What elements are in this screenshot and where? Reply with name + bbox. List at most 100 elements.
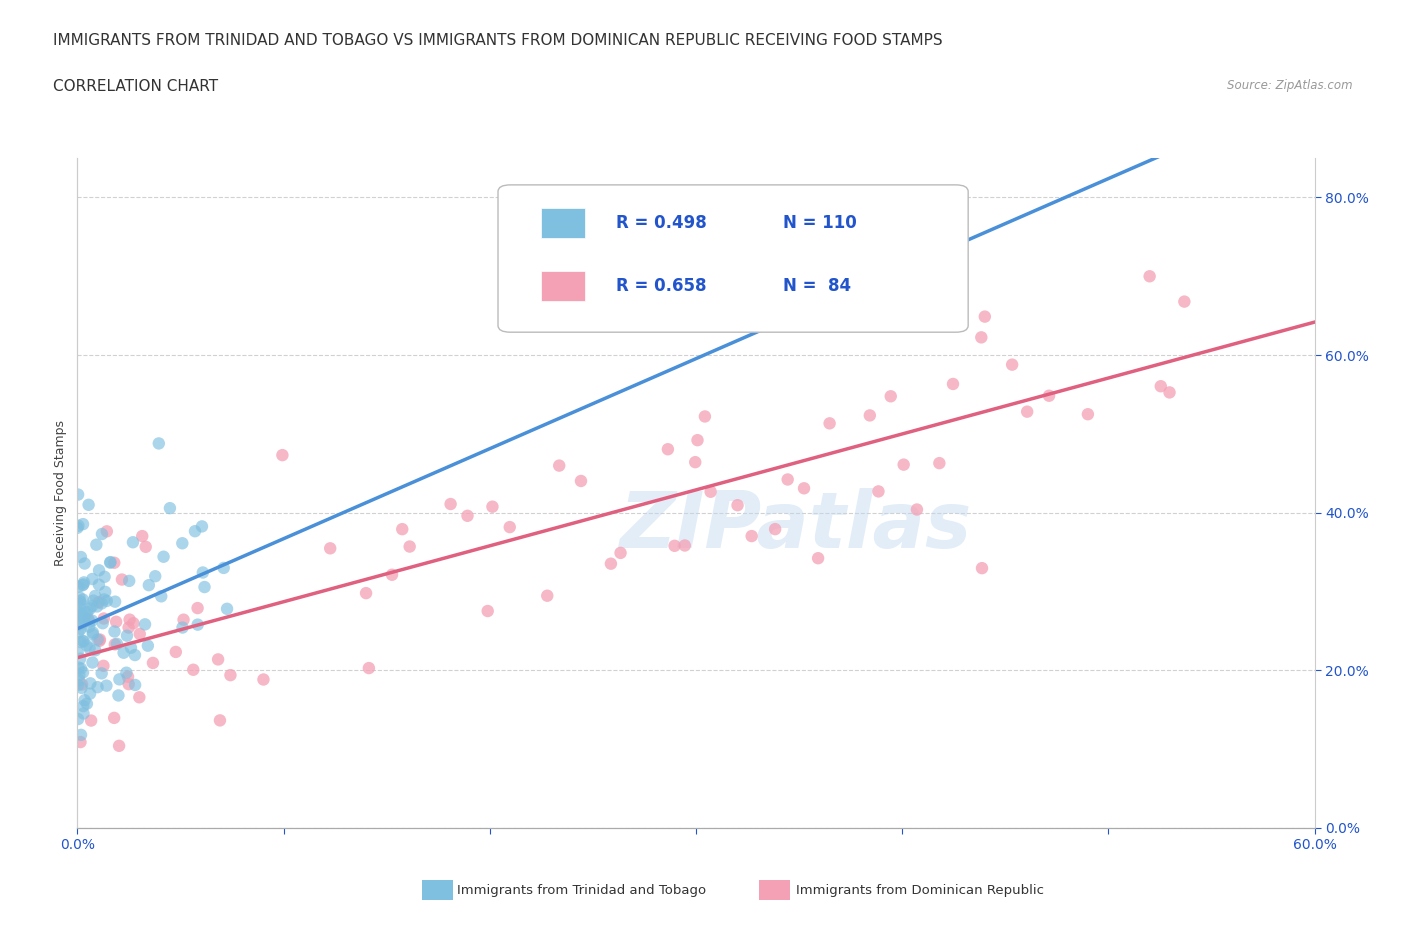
Point — [69, 605, 91, 620]
Point — [82, 593, 104, 608]
Point — [77, 619, 100, 634]
Point — [98, 555, 121, 570]
Point — [72, 578, 94, 592]
Point — [184, 524, 207, 538]
Point — [69, 590, 91, 604]
Point — [793, 481, 815, 496]
Point — [657, 442, 679, 457]
Point — [148, 436, 170, 451]
Point — [609, 546, 631, 561]
Point — [87, 563, 110, 578]
Point — [89, 632, 111, 647]
Point — [67, 711, 90, 726]
Point — [79, 676, 101, 691]
Point — [128, 627, 150, 642]
Point — [187, 618, 209, 632]
Point — [763, 522, 786, 537]
Point — [86, 632, 108, 647]
Point — [72, 577, 94, 591]
Point — [73, 575, 96, 590]
Text: Immigrants from Dominican Republic: Immigrants from Dominican Republic — [796, 884, 1043, 897]
Point — [104, 594, 127, 609]
Point — [115, 665, 138, 680]
Point — [1173, 294, 1195, 309]
Point — [124, 678, 146, 693]
Bar — [541, 208, 585, 238]
Point — [215, 602, 238, 617]
Point — [66, 644, 89, 659]
Point — [600, 556, 623, 571]
Point — [67, 672, 90, 687]
Point — [96, 678, 118, 693]
Point — [69, 595, 91, 610]
Point — [191, 565, 214, 580]
Point — [108, 671, 131, 686]
Point — [118, 612, 141, 627]
Point — [105, 636, 128, 651]
Point — [87, 578, 110, 592]
Point — [477, 604, 499, 618]
Point — [693, 409, 716, 424]
Point — [67, 618, 90, 632]
Point — [776, 472, 799, 487]
Point — [970, 330, 993, 345]
Point — [868, 484, 890, 498]
Point — [70, 661, 93, 676]
Point — [69, 735, 91, 750]
Point — [905, 502, 928, 517]
Point — [73, 556, 96, 571]
Point — [103, 624, 125, 639]
Point — [142, 656, 165, 671]
Bar — [541, 271, 585, 301]
Point — [70, 677, 93, 692]
Point — [271, 447, 294, 462]
Point — [73, 610, 96, 625]
Point — [69, 593, 91, 608]
Point — [69, 608, 91, 623]
Point — [100, 554, 122, 569]
Point — [457, 509, 479, 524]
Point — [398, 539, 420, 554]
Point — [79, 641, 101, 656]
Text: ZIPatlas: ZIPatlas — [619, 488, 972, 565]
Point — [70, 607, 93, 622]
Point — [117, 620, 139, 635]
Y-axis label: Receiving Food Stamps: Receiving Food Stamps — [53, 420, 67, 565]
Point — [79, 686, 101, 701]
Point — [664, 538, 686, 553]
Point — [135, 539, 157, 554]
Point — [165, 644, 187, 659]
Point — [77, 612, 100, 627]
Point — [173, 612, 195, 627]
Point — [84, 589, 107, 604]
Point — [138, 578, 160, 592]
Point — [86, 599, 108, 614]
Point — [187, 601, 209, 616]
Point — [90, 666, 112, 681]
Point — [72, 633, 94, 648]
Point — [86, 680, 108, 695]
Point — [942, 377, 965, 392]
Point — [76, 604, 98, 619]
Point — [72, 592, 94, 607]
Point — [207, 652, 229, 667]
Point — [72, 634, 94, 649]
Point — [128, 690, 150, 705]
Point — [67, 610, 90, 625]
Point — [108, 738, 131, 753]
Point — [172, 620, 194, 635]
Point — [66, 521, 89, 536]
Point — [77, 498, 100, 512]
Point — [818, 416, 841, 431]
Point — [66, 678, 89, 693]
Point — [91, 526, 114, 541]
Point — [439, 497, 461, 512]
Point — [391, 522, 413, 537]
Point — [117, 670, 139, 684]
Point — [319, 541, 342, 556]
Point — [70, 681, 93, 696]
Point — [727, 498, 749, 512]
Point — [96, 524, 118, 538]
Point — [76, 638, 98, 653]
Point — [115, 629, 138, 644]
